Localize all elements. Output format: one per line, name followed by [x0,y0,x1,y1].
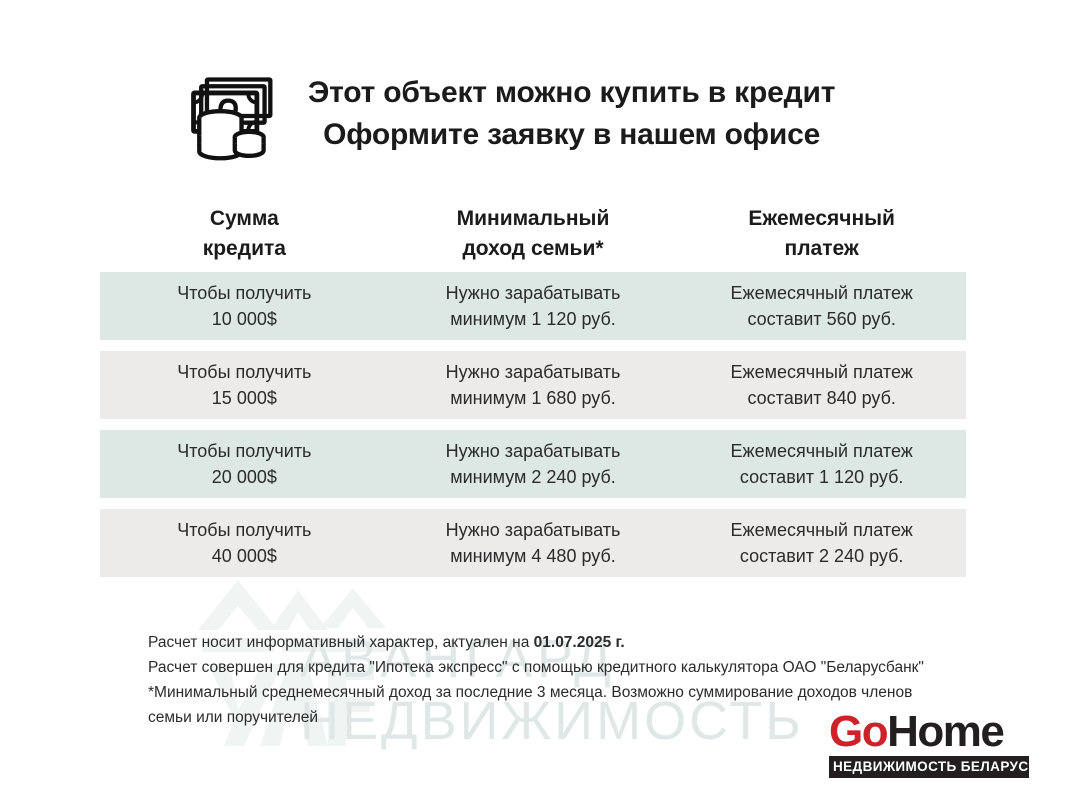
cell-loan-amount-line-2: 20 000$ [211,467,277,487]
cell-loan-amount-line-2: 10 000$ [211,309,277,329]
cell-min-income-line-1: Нужно зарабатывать [445,441,621,461]
footnote-line-3: *Минимальный среднемесячный доход за пос… [148,684,913,726]
cell-monthly-payment-line-1: Ежемесячный платеж [730,362,913,382]
cell-loan-amount: Чтобы получить 10 000$ [100,280,389,332]
column-header-min-income: Минимальный доход семьи* [389,200,678,272]
gohome-logo-tagline: НЕДВИЖИМОСТЬ БЕЛАРУСИ [829,756,1038,778]
money-stack-icon [191,77,273,161]
header-titles: Этот объект можно купить в кредит Оформи… [308,62,835,156]
gohome-logo-go: Go [829,707,889,756]
header-title-line-2: Оформите заявку в нашем офисе [323,118,821,151]
column-header-loan-amount-line-2: кредита [202,237,286,260]
cell-loan-amount-line-2: 15 000$ [211,388,277,408]
cell-loan-amount-line-1: Чтобы получить [177,441,312,461]
table-row: Чтобы получить 40 000$ Нужно зарабатыват… [100,509,966,577]
cell-monthly-payment-line-2: составит 840 руб. [747,388,896,408]
cell-loan-amount-line-1: Чтобы получить [177,520,312,540]
cell-min-income-line-2: минимум 2 240 руб. [450,467,616,487]
credit-table: Сумма кредита Минимальный доход семьи* Е… [100,200,966,588]
cell-loan-amount: Чтобы получить 20 000$ [100,438,389,490]
table-row: Чтобы получить 15 000$ Нужно зарабатыват… [100,351,966,419]
cell-monthly-payment-line-2: составит 560 руб. [747,309,896,329]
cell-min-income: Нужно зарабатывать минимум 2 240 руб. [389,438,678,490]
cell-loan-amount: Чтобы получить 40 000$ [100,517,389,569]
table-row: Чтобы получить 20 000$ Нужно зарабатыват… [100,430,966,498]
cell-min-income: Нужно зарабатывать минимум 1 680 руб. [389,359,678,411]
cell-min-income-line-1: Нужно зарабатывать [445,520,621,540]
cell-loan-amount-line-1: Чтобы получить [177,283,312,303]
gohome-logo[interactable]: GoHome НЕДВИЖИМОСТЬ БЕЛАРУСИ [829,710,1038,778]
column-header-loan-amount: Сумма кредита [100,200,389,272]
cell-loan-amount-line-2: 40 000$ [211,546,277,566]
cell-min-income-line-2: минимум 1 120 руб. [450,309,616,329]
table-header-row: Сумма кредита Минимальный доход семьи* Е… [100,200,966,272]
cell-min-income-line-2: минимум 1 680 руб. [450,388,616,408]
cell-monthly-payment-line-1: Ежемесячный платеж [730,441,913,461]
cell-loan-amount-line-1: Чтобы получить [177,362,312,382]
column-header-min-income-line-1: Минимальный [456,207,610,230]
cell-min-income: Нужно зарабатывать минимум 4 480 руб. [389,517,678,569]
cell-loan-amount: Чтобы получить 15 000$ [100,359,389,411]
cell-monthly-payment-line-1: Ежемесячный платеж [730,520,913,540]
footnote-line-1: Расчет носит информативный характер, акт… [148,630,938,655]
cell-min-income-line-2: минимум 4 480 руб. [450,546,616,566]
cell-min-income-line-1: Нужно зарабатывать [445,283,621,303]
cell-min-income: Нужно зарабатывать минимум 1 120 руб. [389,280,678,332]
cell-monthly-payment-line-1: Ежемесячный платеж [730,283,913,303]
footnote-date: 01.07.2025 г. [533,634,625,651]
cell-monthly-payment: Ежемесячный платеж составит 1 120 руб. [677,438,966,490]
cell-min-income-line-1: Нужно зарабатывать [445,362,621,382]
cell-monthly-payment: Ежемесячный платеж составит 560 руб. [677,280,966,332]
table-row: Чтобы получить 10 000$ Нужно зарабатыват… [100,272,966,340]
footnotes: Расчет носит информативный характер, акт… [148,630,938,730]
gohome-logo-home: Home [887,707,1005,756]
column-header-monthly-payment-line-2: платеж [784,237,859,260]
footnote-line-2: Расчет совершен для кредита "Ипотека экс… [148,659,924,676]
column-header-monthly-payment-line-1: Ежемесячный [748,207,895,230]
column-header-monthly-payment: Ежемесячный платеж [677,200,966,272]
footnote-line-1-prefix: Расчет носит информативный характер, акт… [148,634,534,651]
cell-monthly-payment: Ежемесячный платеж составит 840 руб. [677,359,966,411]
cell-monthly-payment-line-2: составит 2 240 руб. [739,546,904,566]
gohome-logo-wordmark: GoHome [829,710,1029,754]
header-title-line-1: Этот объект можно купить в кредит [308,76,836,109]
cell-monthly-payment: Ежемесячный платеж составит 2 240 руб. [677,517,966,569]
cell-monthly-payment-line-2: составит 1 120 руб. [739,467,904,487]
column-header-min-income-line-2: доход семьи* [462,237,604,260]
column-header-loan-amount-line-1: Сумма [209,207,279,230]
header: Этот объект можно купить в кредит Оформи… [0,62,1066,164]
